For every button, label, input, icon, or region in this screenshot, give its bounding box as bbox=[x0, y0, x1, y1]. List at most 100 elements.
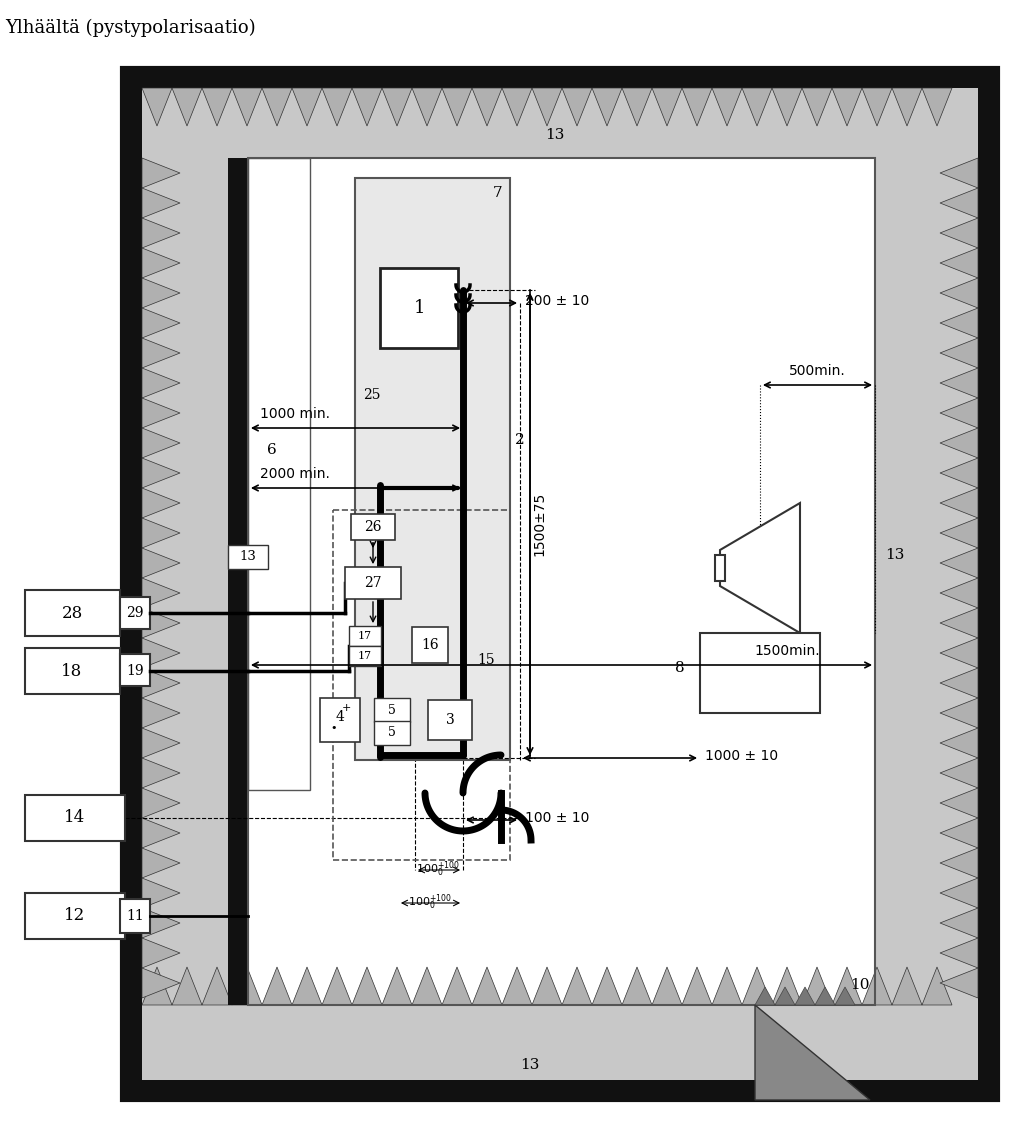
Polygon shape bbox=[142, 338, 180, 368]
Bar bbox=[874, 158, 978, 1005]
Polygon shape bbox=[940, 968, 978, 998]
Text: 500min.: 500min. bbox=[788, 364, 846, 379]
Polygon shape bbox=[712, 967, 742, 1005]
Polygon shape bbox=[292, 967, 322, 1005]
Polygon shape bbox=[940, 278, 978, 309]
Text: $100^{+100}_{0}$: $100^{+100}_{0}$ bbox=[416, 859, 460, 879]
Polygon shape bbox=[742, 967, 772, 1005]
Polygon shape bbox=[262, 967, 292, 1005]
Polygon shape bbox=[815, 988, 835, 1005]
Polygon shape bbox=[682, 967, 712, 1005]
Bar bbox=[228, 158, 248, 1005]
Polygon shape bbox=[142, 278, 180, 309]
Polygon shape bbox=[775, 988, 795, 1005]
Polygon shape bbox=[922, 967, 952, 1005]
Polygon shape bbox=[592, 88, 622, 126]
Polygon shape bbox=[922, 88, 952, 126]
Polygon shape bbox=[142, 518, 180, 548]
Polygon shape bbox=[502, 967, 532, 1005]
Text: 13: 13 bbox=[240, 551, 256, 563]
Text: 6: 6 bbox=[267, 443, 276, 457]
Bar bbox=[228, 545, 268, 569]
Polygon shape bbox=[835, 988, 855, 1005]
Polygon shape bbox=[142, 848, 180, 877]
Polygon shape bbox=[831, 88, 862, 126]
Text: Ylhäältä (pystypolarisaatio): Ylhäältä (pystypolarisaatio) bbox=[5, 18, 256, 37]
Polygon shape bbox=[142, 699, 180, 728]
Polygon shape bbox=[142, 908, 180, 938]
Bar bbox=[25, 795, 125, 841]
Bar bbox=[142, 158, 228, 1005]
Bar bbox=[349, 646, 381, 666]
Polygon shape bbox=[292, 88, 322, 126]
Polygon shape bbox=[862, 967, 892, 1005]
Text: 4: 4 bbox=[336, 710, 344, 724]
Text: 17: 17 bbox=[358, 631, 372, 641]
Polygon shape bbox=[142, 758, 180, 788]
Text: 8: 8 bbox=[676, 661, 685, 674]
Text: 2: 2 bbox=[515, 434, 525, 447]
Polygon shape bbox=[940, 248, 978, 278]
Polygon shape bbox=[772, 967, 802, 1005]
Polygon shape bbox=[940, 728, 978, 758]
Polygon shape bbox=[622, 967, 652, 1005]
Polygon shape bbox=[940, 788, 978, 818]
Polygon shape bbox=[940, 398, 978, 428]
Polygon shape bbox=[940, 338, 978, 368]
Bar bbox=[122, 68, 142, 1100]
Polygon shape bbox=[232, 967, 262, 1005]
Polygon shape bbox=[142, 88, 172, 126]
Polygon shape bbox=[202, 88, 232, 126]
Bar bbox=[700, 633, 820, 713]
Polygon shape bbox=[142, 458, 180, 487]
Bar bbox=[428, 700, 472, 740]
Text: 15: 15 bbox=[477, 653, 495, 668]
Polygon shape bbox=[795, 988, 815, 1005]
Text: 2000 min.: 2000 min. bbox=[260, 467, 330, 481]
Bar bbox=[122, 68, 998, 1100]
Polygon shape bbox=[742, 88, 772, 126]
Polygon shape bbox=[142, 248, 180, 278]
Polygon shape bbox=[532, 967, 562, 1005]
Polygon shape bbox=[382, 88, 412, 126]
Polygon shape bbox=[472, 967, 502, 1005]
Polygon shape bbox=[352, 88, 382, 126]
Polygon shape bbox=[772, 88, 802, 126]
Text: 1: 1 bbox=[414, 299, 425, 317]
Polygon shape bbox=[142, 578, 180, 608]
Polygon shape bbox=[142, 668, 180, 699]
Polygon shape bbox=[142, 967, 172, 1005]
Bar bbox=[120, 899, 150, 933]
Text: 7: 7 bbox=[493, 186, 502, 200]
Polygon shape bbox=[142, 309, 180, 338]
Polygon shape bbox=[940, 608, 978, 638]
Polygon shape bbox=[940, 877, 978, 908]
Text: 12: 12 bbox=[65, 907, 86, 924]
Polygon shape bbox=[262, 88, 292, 126]
Polygon shape bbox=[142, 638, 180, 668]
Polygon shape bbox=[142, 188, 180, 218]
Polygon shape bbox=[802, 88, 831, 126]
Text: 28: 28 bbox=[61, 604, 83, 622]
Bar bbox=[374, 699, 410, 721]
Polygon shape bbox=[940, 758, 978, 788]
Polygon shape bbox=[755, 988, 775, 1005]
Polygon shape bbox=[940, 309, 978, 338]
Polygon shape bbox=[142, 877, 180, 908]
Text: 10: 10 bbox=[850, 978, 869, 992]
Text: 27: 27 bbox=[365, 576, 382, 590]
Polygon shape bbox=[142, 368, 180, 398]
Polygon shape bbox=[940, 487, 978, 518]
Polygon shape bbox=[940, 428, 978, 458]
Polygon shape bbox=[352, 967, 382, 1005]
Text: 1000 ± 10: 1000 ± 10 bbox=[705, 749, 778, 763]
Polygon shape bbox=[442, 88, 472, 126]
Text: 5: 5 bbox=[388, 703, 396, 717]
Polygon shape bbox=[142, 968, 180, 998]
Polygon shape bbox=[940, 158, 978, 188]
Text: 18: 18 bbox=[61, 663, 83, 679]
Polygon shape bbox=[142, 608, 180, 638]
Polygon shape bbox=[322, 967, 352, 1005]
Polygon shape bbox=[940, 368, 978, 398]
Text: 1500min.: 1500min. bbox=[755, 643, 820, 658]
